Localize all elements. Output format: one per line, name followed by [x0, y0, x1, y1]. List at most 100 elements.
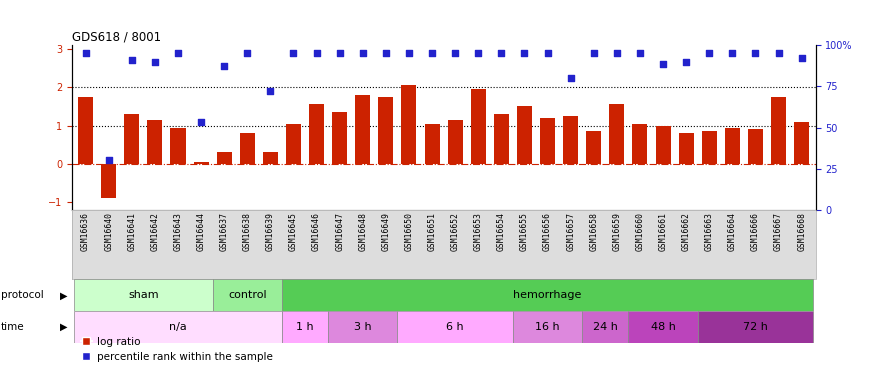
- Text: ▶: ▶: [60, 322, 67, 332]
- Text: GSM16657: GSM16657: [566, 212, 575, 251]
- Text: control: control: [228, 290, 267, 300]
- Text: GSM16647: GSM16647: [335, 212, 344, 251]
- Text: GSM16652: GSM16652: [451, 212, 459, 251]
- Text: GSM16636: GSM16636: [81, 212, 90, 251]
- Bar: [628, 311, 697, 343]
- Bar: [124, 114, 139, 164]
- Bar: [213, 279, 282, 311]
- Point: [332, 50, 346, 55]
- Bar: [355, 95, 370, 164]
- Point: [610, 50, 624, 55]
- Bar: [328, 311, 397, 343]
- Point: [748, 50, 762, 55]
- Bar: [286, 124, 301, 164]
- Bar: [471, 89, 486, 164]
- Text: 16 h: 16 h: [536, 322, 560, 332]
- Point: [402, 50, 416, 55]
- Text: GSM16641: GSM16641: [127, 212, 136, 251]
- Bar: [282, 311, 328, 343]
- Text: GSM16643: GSM16643: [173, 212, 183, 251]
- Text: GSM16660: GSM16660: [635, 212, 645, 251]
- Text: GSM16658: GSM16658: [589, 212, 598, 251]
- Text: sham: sham: [128, 290, 158, 300]
- Text: GSM16666: GSM16666: [751, 212, 760, 251]
- Bar: [332, 112, 347, 164]
- Point: [564, 75, 578, 81]
- Point: [171, 50, 185, 55]
- Text: GSM16659: GSM16659: [612, 212, 621, 251]
- Text: ▶: ▶: [60, 290, 67, 300]
- Bar: [448, 120, 463, 164]
- Text: GDS618 / 8001: GDS618 / 8001: [72, 31, 161, 44]
- Bar: [771, 97, 786, 164]
- Text: 48 h: 48 h: [651, 322, 676, 332]
- Point: [656, 61, 670, 67]
- Text: GSM16654: GSM16654: [497, 212, 506, 251]
- Text: 3 h: 3 h: [354, 322, 372, 332]
- Bar: [564, 116, 578, 164]
- Text: GSM16668: GSM16668: [797, 212, 806, 251]
- Text: time: time: [1, 322, 24, 332]
- Point: [517, 50, 531, 55]
- Text: GSM16664: GSM16664: [728, 212, 737, 251]
- Bar: [794, 122, 809, 164]
- Bar: [74, 279, 213, 311]
- Point: [703, 50, 717, 55]
- Bar: [697, 311, 813, 343]
- Bar: [748, 129, 763, 164]
- Point: [633, 50, 647, 55]
- Point: [79, 50, 93, 55]
- Text: GSM16638: GSM16638: [242, 212, 252, 251]
- Point: [217, 63, 231, 69]
- Point: [794, 56, 808, 62]
- Point: [679, 59, 693, 65]
- Bar: [402, 85, 416, 164]
- Bar: [513, 311, 582, 343]
- Bar: [517, 106, 532, 164]
- Bar: [309, 105, 324, 164]
- Text: 24 h: 24 h: [593, 322, 618, 332]
- Text: hemorrhage: hemorrhage: [514, 290, 582, 300]
- Bar: [609, 105, 625, 164]
- Text: 72 h: 72 h: [743, 322, 768, 332]
- Point: [286, 50, 300, 55]
- Bar: [655, 126, 670, 164]
- Bar: [102, 164, 116, 198]
- Bar: [540, 118, 555, 164]
- Text: GSM16639: GSM16639: [266, 212, 275, 251]
- Text: GSM16650: GSM16650: [404, 212, 414, 251]
- Point: [587, 50, 601, 55]
- Point: [494, 50, 508, 55]
- Text: GSM16644: GSM16644: [197, 212, 206, 251]
- Bar: [493, 114, 509, 164]
- Bar: [262, 153, 278, 164]
- Point: [772, 50, 786, 55]
- Bar: [171, 128, 186, 164]
- Point: [356, 50, 370, 55]
- Bar: [78, 97, 93, 164]
- Bar: [586, 131, 601, 164]
- Text: GSM16648: GSM16648: [358, 212, 368, 251]
- Text: GSM16656: GSM16656: [543, 212, 552, 251]
- Point: [379, 50, 393, 55]
- Text: GSM16653: GSM16653: [473, 212, 483, 251]
- Text: GSM16642: GSM16642: [150, 212, 159, 251]
- Point: [725, 50, 739, 55]
- Bar: [378, 97, 394, 164]
- Text: GSM16663: GSM16663: [704, 212, 714, 251]
- Point: [541, 50, 555, 55]
- Point: [194, 119, 208, 125]
- Text: protocol: protocol: [1, 290, 44, 300]
- Text: GSM16662: GSM16662: [682, 212, 690, 251]
- Point: [448, 50, 462, 55]
- Text: GSM16646: GSM16646: [312, 212, 321, 251]
- Bar: [724, 128, 740, 164]
- Bar: [679, 133, 694, 164]
- Point: [125, 57, 139, 63]
- Text: n/a: n/a: [169, 322, 187, 332]
- Bar: [193, 162, 208, 164]
- Legend: log ratio, percentile rank within the sample: log ratio, percentile rank within the sa…: [77, 333, 276, 366]
- Text: 1 h: 1 h: [297, 322, 314, 332]
- Text: GSM16661: GSM16661: [659, 212, 668, 251]
- Point: [425, 50, 439, 55]
